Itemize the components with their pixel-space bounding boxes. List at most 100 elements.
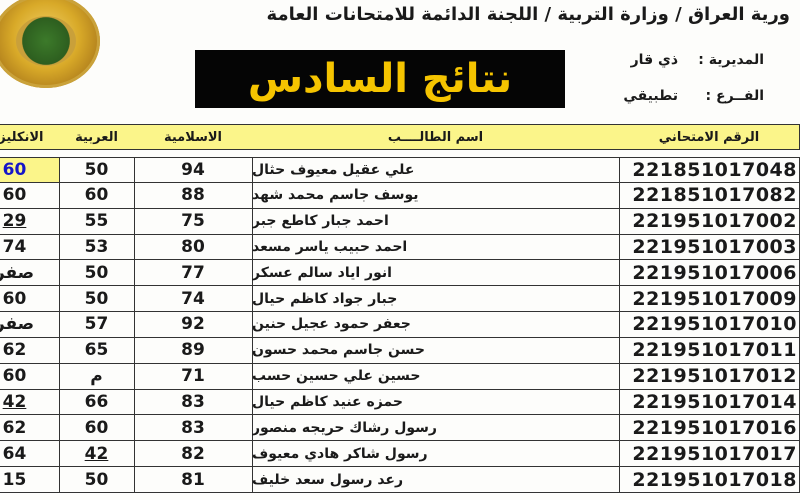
header-exam-number: الرقم الامتحاني	[619, 124, 800, 150]
exam-number-text: 221851017048	[632, 158, 797, 181]
student-name-text: حمزه عنيد كاظم حيال	[252, 394, 403, 411]
arabic-score-text: 55	[84, 211, 109, 232]
student-name-text: رسول رشاك حريجه منصور	[252, 419, 437, 436]
english-score-text: 62	[2, 340, 27, 361]
table-row: 62 65 89 حسن جاسم محمد حسون 221951017011	[0, 337, 800, 364]
islamic-score-text: 92	[181, 314, 205, 335]
exam-number-text: 221951017014	[632, 391, 797, 414]
arabic-score: 50	[59, 157, 135, 183]
islamic-score: 89	[134, 337, 253, 364]
islamic-score-text: 89	[181, 340, 205, 361]
arabic-score: 60	[59, 182, 135, 209]
arabic-score: 65	[59, 337, 135, 364]
branch-label: الفــرع :	[705, 88, 764, 104]
student-name-text: احمد حبيب ياسر مسعد	[252, 238, 408, 255]
arabic-score-text: 60	[84, 417, 109, 438]
islamic-score-text: 80	[181, 236, 205, 257]
exam-number: 221951017003	[619, 234, 800, 261]
student-name: حمزه عنيد كاظم حيال	[252, 389, 620, 416]
arabic-score: 42	[59, 441, 135, 468]
english-score-text: 60	[2, 185, 27, 206]
arabic-score: 60	[59, 415, 135, 442]
english-score: 60	[0, 157, 60, 183]
english-score: صفر	[0, 260, 60, 287]
arabic-score-text: 50	[84, 262, 109, 283]
english-score-text: صفر	[0, 262, 35, 283]
directorate-info: المديرية : ذي قار	[631, 52, 764, 68]
student-name: جعفر حمود عجيل حنين	[252, 312, 620, 338]
exam-number-text: 221951017012	[632, 365, 797, 388]
arabic-score: 50	[59, 467, 135, 493]
table-body: 60 50 94 علي عقيل معيوف حثال 221851017048 60 6…	[0, 157, 800, 493]
islamic-score-text: 74	[181, 288, 205, 309]
english-score-text: 29	[2, 211, 27, 232]
islamic-score-text: 88	[181, 185, 205, 206]
exam-number-text: 221951017002	[632, 210, 797, 233]
ministry-logo	[0, 0, 100, 88]
results-table: الانكليزية العربية الاسلامية اسم الطالــ…	[0, 124, 800, 493]
student-name: جبار جواد كاظم حيال	[252, 286, 620, 313]
islamic-score: 92	[134, 312, 253, 338]
branch-info: الفــرع : تطبيقي	[623, 88, 764, 104]
english-score: 60	[0, 363, 60, 390]
english-score: 42	[0, 389, 60, 416]
exam-number-text: 221851017082	[632, 184, 797, 207]
page-title: ورية العراق / وزارة التربية / اللجنة الد…	[266, 4, 790, 25]
arabic-score-text: 65	[84, 340, 109, 361]
student-name-text: احمد جبار كاطع جبر	[252, 213, 389, 230]
islamic-score: 82	[134, 441, 253, 468]
table-row: 15 50 81 رعد رسول سعد خليف 221951017018	[0, 467, 800, 493]
islamic-score-text: 81	[181, 469, 205, 490]
english-score: 62	[0, 337, 60, 364]
student-name: حسن جاسم محمد حسون	[252, 337, 620, 364]
table-row: 60 60 88 يوسف جاسم محمد شهد 221851017082	[0, 182, 800, 209]
english-score-text: 74	[2, 236, 27, 257]
student-name: علي عقيل معيوف حثال	[252, 157, 620, 183]
exam-number: 221851017048	[619, 157, 800, 183]
exam-number-text: 221951017009	[632, 287, 797, 310]
islamic-score: 83	[134, 415, 253, 442]
arabic-score-text: 50	[84, 288, 109, 309]
arabic-score: 50	[59, 286, 135, 313]
islamic-score: 83	[134, 389, 253, 416]
student-name: احمد حبيب ياسر مسعد	[252, 234, 620, 261]
table-row: 62 60 83 رسول رشاك حريجه منصور 221951017016	[0, 415, 800, 442]
arabic-score-text: 50	[84, 159, 109, 180]
exam-number: 221951017002	[619, 208, 800, 235]
english-score: 15	[0, 467, 60, 493]
islamic-score: 75	[134, 208, 253, 235]
exam-number: 221951017009	[619, 286, 800, 313]
exam-number-text: 221951017006	[632, 261, 797, 284]
table-row: 64 42 82 رسول شاكر هادي معيوف 221951017017	[0, 441, 800, 468]
table-row: 42 66 83 حمزه عنيد كاظم حيال 221951017014	[0, 389, 800, 416]
islamic-score: 80	[134, 234, 253, 261]
student-name-text: انور اياد سالم عسكر	[252, 264, 392, 281]
english-score: 62	[0, 415, 60, 442]
table-row: 29 55 75 احمد جبار كاطع جبر 221951017002	[0, 208, 800, 235]
islamic-score: 77	[134, 260, 253, 287]
exam-number: 221951017011	[619, 337, 800, 364]
seal-emblem-icon	[16, 16, 76, 66]
arabic-score-text: 50	[84, 469, 109, 490]
student-name: حسين علي حسين حسب	[252, 363, 620, 390]
english-score-text: 42	[2, 392, 27, 413]
english-score: 74	[0, 234, 60, 261]
student-name-text: رعد رسول سعد خليف	[252, 471, 404, 488]
student-name-text: رسول شاكر هادي معيوف	[252, 445, 428, 462]
english-score-text: 60	[2, 159, 27, 180]
islamic-score: 81	[134, 467, 253, 493]
english-score-text: 15	[2, 469, 27, 490]
english-score: صفر	[0, 312, 60, 338]
exam-number-text: 221951017018	[632, 468, 797, 491]
arabic-score: 66	[59, 389, 135, 416]
islamic-score-text: 94	[181, 159, 205, 180]
islamic-score: 88	[134, 182, 253, 209]
exam-number: 221951017012	[619, 363, 800, 390]
islamic-score-text: 83	[181, 417, 205, 438]
islamic-score: 71	[134, 363, 253, 390]
arabic-score-text: 57	[84, 314, 109, 335]
arabic-score: م	[59, 363, 135, 390]
banner-text: نتائج السادس	[247, 56, 513, 102]
islamic-score: 94	[134, 157, 253, 183]
exam-number-text: 221951017011	[632, 339, 797, 362]
